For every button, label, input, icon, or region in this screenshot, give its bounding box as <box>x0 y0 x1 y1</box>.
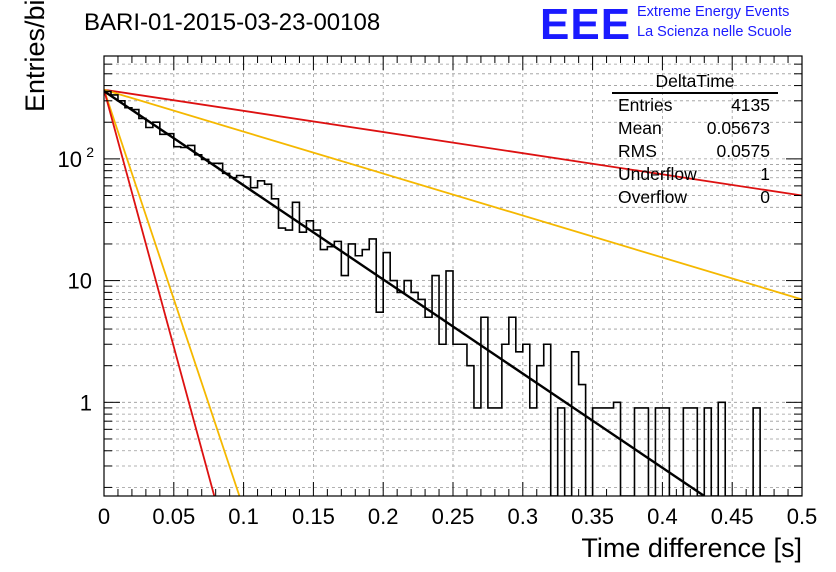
stats-value: 0 <box>760 187 770 207</box>
stats-row-rms: RMS 0.0575 <box>612 140 778 163</box>
fit-line <box>104 90 705 496</box>
stats-row-overflow: Overflow 0 <box>612 186 778 209</box>
stats-label: Overflow <box>618 187 688 207</box>
y-tick-label: 1 <box>80 390 92 415</box>
stats-label: Underflow <box>618 164 697 184</box>
x-tick-label: 0.35 <box>571 504 614 529</box>
org-name-line1: Extreme Energy Events <box>637 4 790 20</box>
y-tick-label: 10 <box>68 269 92 294</box>
stats-value: 0.05673 <box>706 118 770 138</box>
x-tick-label: 0.4 <box>647 504 678 529</box>
stats-box: DeltaTime Entries 4135 Mean 0.05673 RMS … <box>612 70 778 209</box>
reference-line <box>104 89 241 496</box>
stats-row-entries: Entries 4135 <box>612 94 778 117</box>
y-axis-label: Entries/bin <box>20 0 50 112</box>
reference-line <box>104 88 802 197</box>
fit-line-group <box>104 90 705 496</box>
x-tick-label: 0 <box>98 504 110 529</box>
org-name-line2: La Scienza nelle Scuole <box>637 24 792 40</box>
y-tick-exponent: 2 <box>86 144 94 160</box>
stats-row-mean: Mean 0.05673 <box>612 117 778 140</box>
stats-row-underflow: Underflow 1 <box>612 163 778 186</box>
eee-logo: EEE <box>540 0 632 49</box>
stats-title: DeltaTime <box>612 70 778 94</box>
y-tick-label: 10 <box>58 147 82 172</box>
x-tick-label: 0.2 <box>368 504 399 529</box>
x-tick-label: 0.15 <box>292 504 335 529</box>
x-tick-label: 0.5 <box>787 504 818 529</box>
reference-lines <box>104 88 802 496</box>
x-tick-label: 0.3 <box>508 504 539 529</box>
x-tick-label: 0.45 <box>711 504 754 529</box>
stats-label: Mean <box>618 118 662 138</box>
run-title: BARI-01-2015-03-23-00108 <box>84 9 381 36</box>
stats-value: 1 <box>760 164 770 184</box>
stats-label: Entries <box>618 95 673 115</box>
reference-line <box>104 88 802 301</box>
axis-ticks <box>103 55 803 496</box>
x-tick-label: 0.05 <box>152 504 195 529</box>
x-tick-labels: 0 0.05 0.1 0.15 0.2 0.25 0.3 0.35 0.4 0.45 0.5 <box>98 504 817 529</box>
stats-label: RMS <box>618 141 657 161</box>
x-tick-label: 0.1 <box>228 504 259 529</box>
stats-value: 0.0575 <box>716 141 770 161</box>
reference-line <box>104 89 216 496</box>
x-tick-label: 0.25 <box>432 504 475 529</box>
stats-value: 4135 <box>731 95 770 115</box>
x-axis-label: Time difference [s] <box>581 533 802 563</box>
